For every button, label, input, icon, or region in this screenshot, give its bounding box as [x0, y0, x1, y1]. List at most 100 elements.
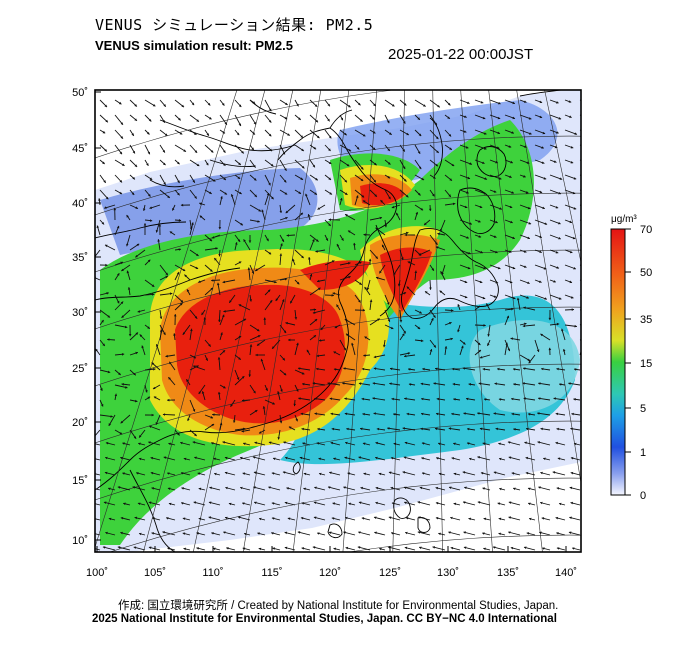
- wind-arrowhead: [314, 319, 318, 322]
- wind-arrowhead: [181, 502, 184, 505]
- wind-arrowhead: [149, 206, 152, 209]
- lon-label: 115˚: [261, 567, 282, 579]
- wind-arrowhead: [345, 546, 349, 550]
- wind-arrowhead: [313, 516, 317, 519]
- wind-arrowhead: [487, 334, 490, 337]
- wind-arrowhead: [523, 306, 526, 310]
- wind-arrowhead: [133, 436, 137, 439]
- wind-arrowhead: [484, 147, 487, 150]
- wind-arrowhead: [543, 177, 547, 180]
- wind-arrowhead: [424, 222, 427, 225]
- wind-arrowhead: [244, 532, 247, 536]
- wind-arrowhead: [362, 134, 366, 137]
- wind-arrowhead: [225, 516, 228, 520]
- wind-arrowhead: [331, 427, 335, 431]
- wind-arrowhead: [230, 404, 233, 407]
- wind-arrowhead: [287, 133, 290, 136]
- wind-arrowhead: [272, 402, 275, 405]
- wind-arrowhead: [372, 117, 375, 120]
- wind-arrowhead: [527, 236, 530, 240]
- wind-arrowhead: [561, 328, 564, 332]
- wind-arrowhead: [348, 104, 351, 108]
- lon-label: 100˚: [86, 567, 108, 579]
- wind-arrowhead: [251, 147, 254, 151]
- wind-arrowhead: [178, 248, 181, 251]
- wind-arrowhead: [120, 261, 123, 265]
- wind-arrowhead: [315, 250, 318, 253]
- wind-arrowhead: [105, 531, 108, 535]
- wind-arrowhead: [146, 163, 149, 166]
- wind-arrowhead: [391, 397, 394, 401]
- wind-arrowhead: [399, 320, 403, 323]
- wind-arrowhead: [404, 397, 407, 400]
- wind-arrowhead: [104, 471, 108, 475]
- graticule-meridian: [342, 90, 378, 552]
- wind-arrowhead: [333, 457, 336, 461]
- wind-arrowhead: [482, 532, 485, 535]
- wind-arrowhead: [153, 396, 157, 399]
- wind-arrowhead: [282, 471, 286, 474]
- wind-arrowhead: [347, 472, 350, 475]
- wind-arrowhead: [272, 547, 275, 550]
- wind-arrowhead: [222, 163, 226, 166]
- wind-arrowhead: [524, 441, 527, 445]
- wind-arrowhead: [368, 258, 372, 262]
- wind-arrowhead: [452, 202, 456, 206]
- wind-arrowhead: [128, 334, 132, 337]
- wind-arrowhead: [131, 133, 134, 136]
- wind-arrowhead: [259, 431, 262, 434]
- wind-arrowhead: [248, 374, 252, 377]
- wind-arrowhead: [544, 222, 548, 225]
- wind-arrowhead: [290, 300, 293, 304]
- wind-arrowhead: [284, 192, 288, 195]
- wind-arrowhead: [585, 281, 588, 284]
- wind-arrowhead: [556, 266, 559, 269]
- wind-arrowhead: [328, 135, 332, 139]
- wind-arrowhead: [101, 320, 104, 323]
- wind-arrowhead: [223, 385, 226, 389]
- wind-arrowhead: [391, 205, 395, 209]
- wind-arrowhead: [421, 397, 424, 401]
- wind-arrowhead: [435, 486, 439, 490]
- wind-arrowhead: [377, 318, 380, 321]
- wind-arrowhead: [263, 317, 267, 320]
- wind-arrowhead: [139, 334, 143, 337]
- wind-arrowhead: [344, 132, 347, 136]
- wind-arrowhead: [496, 146, 500, 149]
- wind-arrowhead: [433, 345, 436, 348]
- wind-arrowhead: [358, 102, 361, 106]
- wind-arrowhead: [135, 332, 138, 335]
- wind-arrowhead: [361, 195, 365, 198]
- wind-arrowhead: [417, 117, 420, 120]
- wind-arrowhead: [118, 101, 122, 105]
- wind-arrowhead: [194, 150, 198, 153]
- wind-arrowhead: [539, 100, 543, 104]
- wind-arrowhead: [282, 151, 285, 155]
- wind-arrowhead: [269, 108, 272, 112]
- wind-arrowhead: [255, 353, 258, 357]
- wind-arrowhead: [554, 145, 558, 149]
- wind-arrowhead: [497, 502, 501, 505]
- wind-arrowhead: [314, 104, 318, 107]
- wind-arrowhead: [402, 427, 405, 430]
- wind-arrowhead: [172, 208, 175, 211]
- wind-arrowhead: [388, 516, 392, 519]
- wind-arrowhead: [328, 148, 331, 151]
- wind-arrowhead: [406, 412, 409, 416]
- wind-arrowhead: [101, 222, 105, 225]
- lat-label: 50˚: [72, 87, 88, 99]
- wind-arrow: [95, 458, 101, 461]
- wind-arrowhead: [136, 472, 139, 475]
- wind-arrowhead: [120, 122, 123, 125]
- wind-arrowhead: [373, 367, 377, 370]
- wind-arrowhead: [90, 517, 93, 520]
- wind-arrowhead: [262, 406, 266, 409]
- wind-arrowhead: [484, 398, 487, 401]
- wind-arrowhead: [147, 326, 150, 329]
- wind-arrowhead: [124, 325, 128, 329]
- wind-arrowhead: [585, 221, 588, 224]
- wind-arrowhead: [120, 456, 123, 460]
- wind-arrowhead: [253, 121, 256, 125]
- wind-arrowhead: [403, 330, 406, 334]
- wind-arrowhead: [165, 275, 168, 279]
